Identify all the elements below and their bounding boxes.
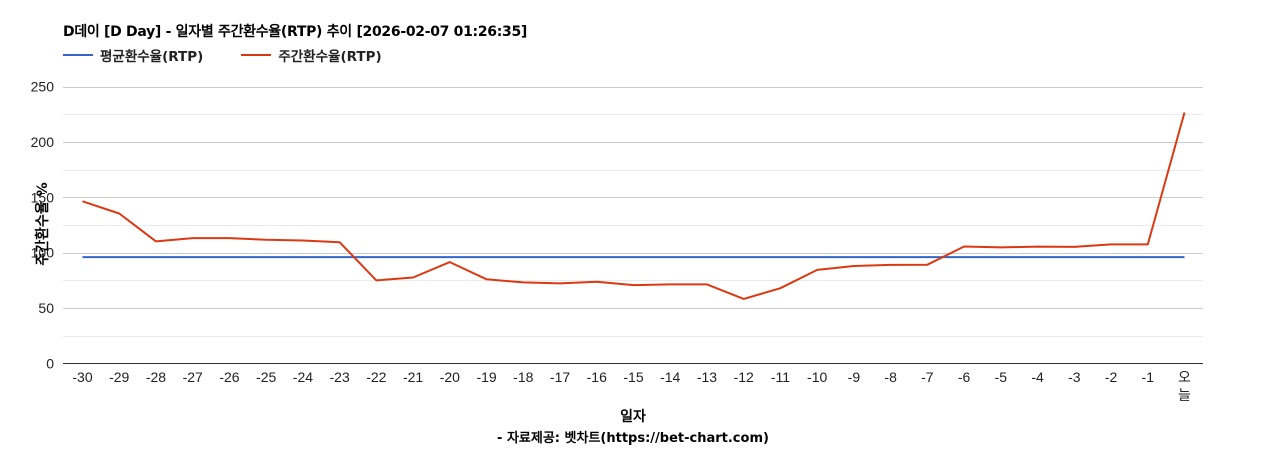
x-tick-label: -25 <box>256 369 276 385</box>
x-tick-label: -20 <box>440 369 460 385</box>
x-tick-label: -27 <box>183 369 203 385</box>
y-tick-label: 150 <box>31 189 55 205</box>
x-tick-label: -6 <box>958 369 971 385</box>
x-tick-label: -14 <box>660 369 680 385</box>
x-tick-label-today: 늘 <box>1178 387 1191 403</box>
chart-title: D데이 [D Day] - 일자별 주간환수율(RTP) 추이 [2026-02… <box>63 24 528 40</box>
x-tick-label: -2 <box>1105 369 1118 385</box>
legend-swatch-blue-icon <box>63 54 93 56</box>
x-tick-label: -4 <box>1031 369 1044 385</box>
x-tick-label: -10 <box>807 369 827 385</box>
x-tick-label: -22 <box>366 369 386 385</box>
y-axis-ticks: 0 50 100 150 200 250 <box>31 79 55 372</box>
x-tick-label: -7 <box>921 369 934 385</box>
x-tick-label: -9 <box>848 369 861 385</box>
x-tick-label: -8 <box>884 369 897 385</box>
x-tick-label: -24 <box>293 369 313 385</box>
x-tick-label: -16 <box>587 369 607 385</box>
x-tick-label: -30 <box>72 369 92 385</box>
legend-item-average-rtp[interactable]: 평균환수율(RTP) <box>63 45 203 65</box>
legend-label: 평균환수율(RTP) <box>100 49 204 65</box>
x-axis-title: 일자 <box>620 409 646 425</box>
x-axis-ticks: -30 -29 -28 -27 -26 -25 -24 -23 -22 -21 -20 -19 -18 -… <box>72 369 1191 403</box>
x-tick-label: -21 <box>403 369 423 385</box>
x-tick-label: -15 <box>623 369 643 385</box>
weekly-rtp-line[interactable] <box>82 112 1186 300</box>
x-tick-label-today: 오 <box>1178 369 1191 385</box>
x-tick-label: -12 <box>734 369 754 385</box>
data-series <box>82 112 1186 300</box>
legend-label: 주간환수율(RTP) <box>278 49 382 65</box>
chart-legend: 평균환수율(RTP) 주간환수율(RTP) <box>63 45 402 65</box>
y-tick-label: 0 <box>46 356 54 372</box>
x-tick-label: -11 <box>771 369 790 385</box>
x-tick-label: -29 <box>109 369 129 385</box>
x-tick-label: -13 <box>697 369 717 385</box>
y-tick-label: 100 <box>31 245 55 261</box>
x-tick-label: -19 <box>476 369 496 385</box>
legend-swatch-red-icon <box>241 54 272 56</box>
x-tick-label: -17 <box>550 369 570 385</box>
legend-item-weekly-rtp[interactable]: 주간환수율(RTP) <box>241 45 382 65</box>
x-tick-label: -26 <box>219 369 239 385</box>
x-tick-label: -28 <box>146 369 166 385</box>
y-tick-label: 250 <box>31 79 55 95</box>
x-tick-label: -5 <box>995 369 1008 385</box>
y-axis-title: 주간환수율 % <box>34 182 51 265</box>
x-tick-label: -1 <box>1142 369 1155 385</box>
gridlines <box>63 87 1203 337</box>
x-tick-label: -3 <box>1068 369 1081 385</box>
x-tick-label: -23 <box>330 369 350 385</box>
y-tick-label: 50 <box>38 300 54 316</box>
x-tick-label: -18 <box>513 369 533 385</box>
data-source-note: - 자료제공: 벳차트(https://bet-chart.com) <box>497 430 769 446</box>
y-tick-label: 200 <box>31 134 55 150</box>
